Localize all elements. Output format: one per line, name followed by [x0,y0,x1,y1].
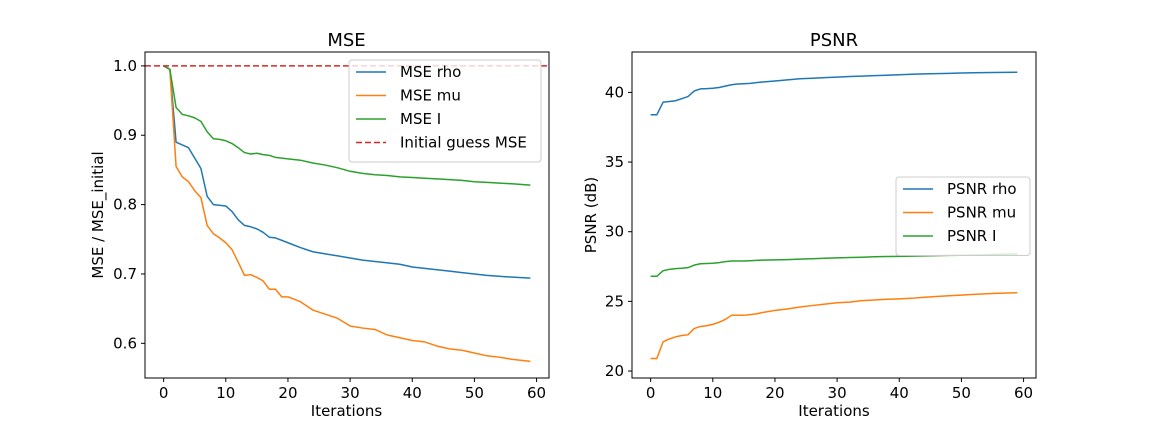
legend-label: PSNR I [947,227,996,245]
x-tick-label: 50 [465,384,484,402]
x-tick-label: 20 [765,384,784,402]
psnr-x-axis-label: Iterations [798,402,870,420]
legend-label: Initial guess MSE [400,134,527,152]
mse-chart-title: MSE [327,30,365,51]
series-line-mse-rho [163,65,531,279]
psnr-chart-title: PSNR [810,30,858,51]
mse-legend: MSE rho MSE mu MSE I Initial guess MSE [348,59,542,163]
y-tick-label: 0.8 [113,196,137,214]
series-line-psnr-mu [650,291,1018,360]
psnr-plot-area: 0 10 20 30 40 50 60 20 25 30 35 40 [605,51,1037,402]
y-tick-label: 0.9 [113,126,137,144]
x-tick-label: 40 [403,384,422,402]
y-tick-label: 0.6 [113,334,137,352]
y-tick-label: 20 [605,362,624,380]
x-tick-label: 0 [646,384,656,402]
series-line-mse-i [163,65,531,186]
y-tick-label: 35 [605,153,624,171]
series-line-psnr-rho [650,71,1018,116]
x-tick-label: 30 [828,384,847,402]
x-tick-label: 40 [890,384,909,402]
legend-label: PSNR rho [947,180,1017,198]
mse-plot-area: 0 10 20 30 40 50 60 0.6 0.7 0.8 0.9 1.0 [113,51,550,402]
x-tick-label: 60 [1014,384,1033,402]
x-tick-label: 30 [341,384,360,402]
series-line-mse-mu [163,65,531,363]
legend-box [348,59,542,163]
x-tick-label: 10 [703,384,722,402]
x-tick-label: 60 [527,384,546,402]
x-tick-label: 0 [159,384,169,402]
legend-label: MSE I [400,110,441,128]
legend-label: PSNR mu [947,204,1016,222]
axes-frame [144,51,550,379]
y-tick-label: 1.0 [113,57,137,75]
x-tick-label: 10 [216,384,235,402]
mse-y-axis-label: MSE / MSE_initial [89,151,108,278]
y-tick-label: 30 [605,223,624,241]
legend-label: MSE rho [400,63,461,81]
legend-label: MSE mu [400,87,461,105]
x-tick-label: 50 [952,384,971,402]
y-tick-label: 25 [605,292,624,310]
axes-frame [631,51,1037,379]
psnr-legend: PSNR rho PSNR mu PSNR I [895,176,1031,256]
mse-chart: MSE 0 10 20 30 40 50 60 0.6 0.7 0.8 0.9 1.0 Iterati… [89,30,550,420]
psnr-y-axis-label: PSNR (dB) [582,177,600,254]
y-tick-label: 40 [605,83,624,101]
y-tick-label: 0.7 [113,265,137,283]
mse-x-axis-label: Iterations [311,402,383,420]
x-tick-label: 20 [278,384,297,402]
